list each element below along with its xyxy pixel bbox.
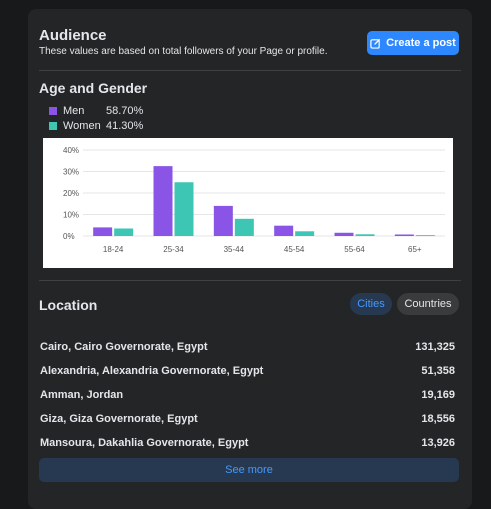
age-gender-title: Age and Gender xyxy=(39,80,148,96)
bar-women xyxy=(415,235,435,236)
bar-women xyxy=(114,228,134,236)
chart-svg: 0% 10% 20% 30% 40% 18-24 25-34 35-44 45-54 55-64 6… xyxy=(63,146,445,254)
tab-countries[interactable]: Countries xyxy=(397,293,459,315)
audience-subtitle: These values are based on total follower… xyxy=(39,46,328,57)
bar-men xyxy=(394,234,414,236)
tab-cities[interactable]: Cities xyxy=(350,293,392,315)
create-post-button[interactable]: Create a post xyxy=(367,31,459,55)
x-tick-label: 45-54 xyxy=(284,245,305,254)
y-tick-label: 20% xyxy=(63,189,79,198)
bar-men xyxy=(213,205,233,236)
location-title: Location xyxy=(39,297,98,313)
location-row: Giza, Giza Governorate, Egypt 18,556 xyxy=(40,407,455,431)
y-tick-label: 30% xyxy=(63,168,79,177)
y-tick-label: 40% xyxy=(63,146,79,155)
bar-women xyxy=(234,218,254,236)
bar-women xyxy=(295,231,315,236)
location-row: Cairo, Cairo Governorate, Egypt 131,325 xyxy=(40,335,455,359)
bar-men xyxy=(274,225,294,236)
divider xyxy=(39,70,461,71)
legend-item-men: Men 58.70% xyxy=(49,105,143,117)
location-city: Amman, Jordan xyxy=(40,389,124,401)
x-tick-label: 25-34 xyxy=(163,245,184,254)
location-city: Cairo, Cairo Governorate, Egypt xyxy=(40,341,208,353)
location-count: 131,325 xyxy=(415,341,455,353)
x-tick-label: 55-64 xyxy=(344,245,365,254)
bar-women xyxy=(355,234,375,236)
see-more-button[interactable]: See more xyxy=(39,458,459,482)
audience-title: Audience xyxy=(39,27,107,44)
legend-name: Men xyxy=(63,105,85,117)
bar-men xyxy=(153,166,173,236)
bar-women xyxy=(174,182,194,236)
location-row: Amman, Jordan 19,169 xyxy=(40,383,455,407)
legend-item-women: Women 41.30% xyxy=(49,120,143,132)
edit-icon xyxy=(370,38,381,49)
legend-value: 41.30% xyxy=(106,120,144,132)
location-city: Mansoura, Dakahlia Governorate, Egypt xyxy=(40,437,249,449)
location-count: 13,926 xyxy=(421,437,455,449)
y-tick-label: 0% xyxy=(63,232,75,241)
y-tick-label: 10% xyxy=(63,211,79,220)
location-count: 51,358 xyxy=(421,365,455,377)
location-count: 18,556 xyxy=(421,413,455,425)
location-count: 19,169 xyxy=(421,389,455,401)
location-city: Giza, Giza Governorate, Egypt xyxy=(40,413,198,425)
age-gender-chart: 0% 10% 20% 30% 40% 18-24 25-34 35-44 45-54 55-64 6… xyxy=(43,138,453,268)
legend-swatch xyxy=(49,122,57,130)
legend-swatch xyxy=(49,107,57,115)
legend-name: Women xyxy=(63,120,101,132)
x-tick-label: 65+ xyxy=(408,245,422,254)
location-row: Alexandria, Alexandria Governorate, Egyp… xyxy=(40,359,455,383)
x-tick-label: 18-24 xyxy=(103,245,124,254)
location-city: Alexandria, Alexandria Governorate, Egyp… xyxy=(40,365,264,377)
legend-value: 58.70% xyxy=(106,105,144,117)
create-post-label: Create a post xyxy=(386,37,456,49)
divider xyxy=(39,280,461,281)
location-row: Mansoura, Dakahlia Governorate, Egypt 13… xyxy=(40,431,455,455)
x-tick-label: 35-44 xyxy=(224,245,245,254)
bar-men xyxy=(334,232,354,236)
audience-card: Audience These values are based on total… xyxy=(28,9,472,509)
bar-men xyxy=(93,227,113,236)
